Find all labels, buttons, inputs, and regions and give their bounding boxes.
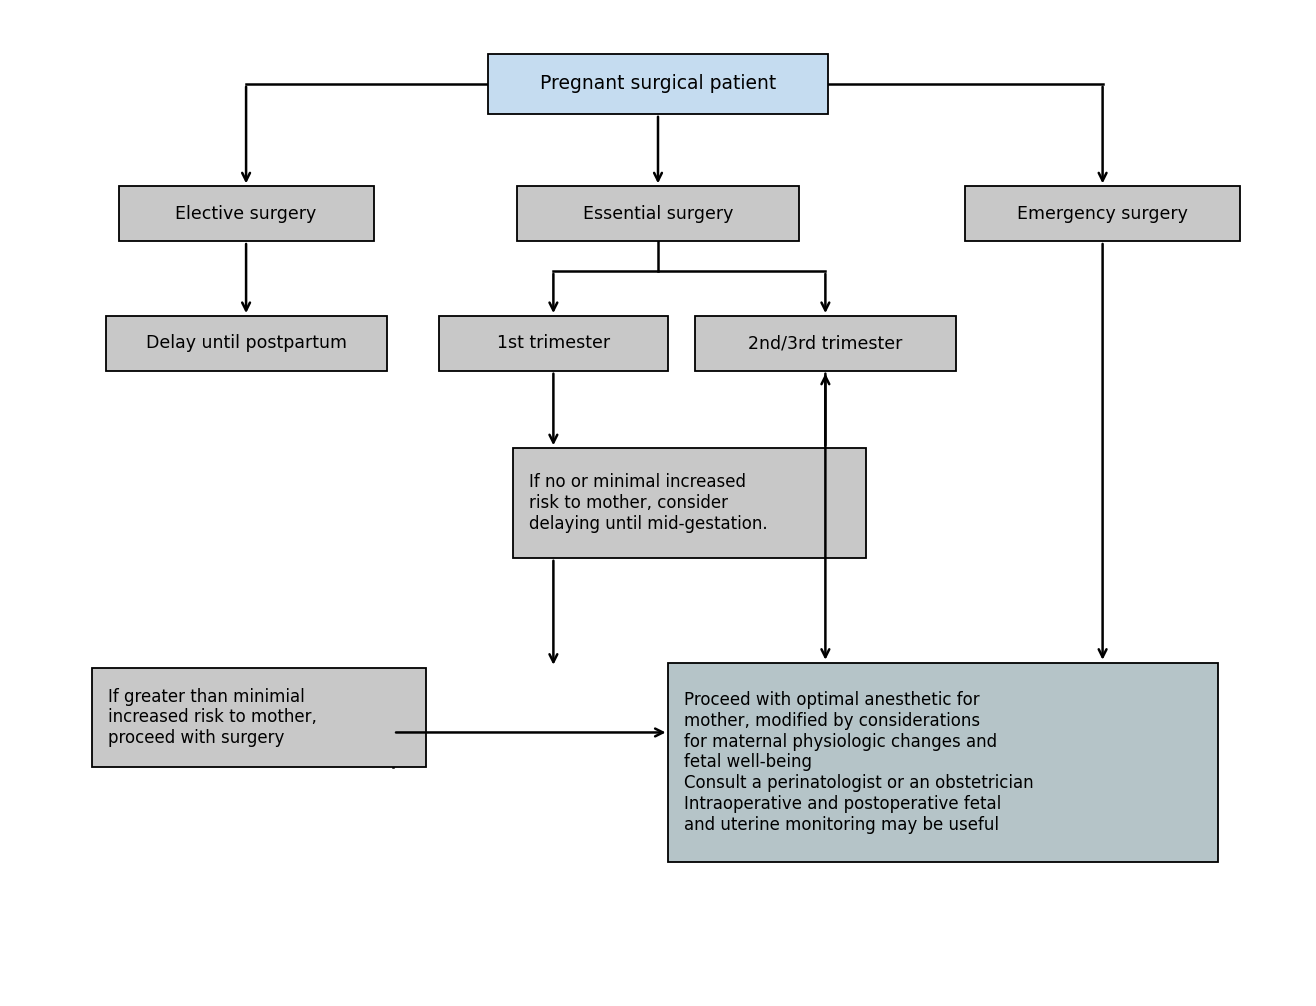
FancyBboxPatch shape bbox=[488, 54, 828, 114]
Text: 2nd/3rd trimester: 2nd/3rd trimester bbox=[749, 334, 903, 352]
FancyBboxPatch shape bbox=[695, 316, 957, 371]
Text: Emergency surgery: Emergency surgery bbox=[1017, 204, 1188, 222]
Text: Pregnant surgical patient: Pregnant surgical patient bbox=[540, 74, 776, 94]
Text: Delay until postpartum: Delay until postpartum bbox=[146, 334, 346, 352]
Text: Elective surgery: Elective surgery bbox=[175, 204, 317, 222]
FancyBboxPatch shape bbox=[513, 448, 866, 558]
Text: If no or minimal increased
risk to mother, consider
delaying until mid-gestation: If no or minimal increased risk to mothe… bbox=[529, 473, 767, 533]
FancyBboxPatch shape bbox=[92, 668, 426, 768]
FancyBboxPatch shape bbox=[440, 316, 667, 371]
Text: If greater than minimial
increased risk to mother,
proceed with surgery: If greater than minimial increased risk … bbox=[108, 688, 317, 747]
FancyBboxPatch shape bbox=[517, 186, 799, 241]
Text: 1st trimester: 1st trimester bbox=[497, 334, 609, 352]
FancyBboxPatch shape bbox=[105, 316, 387, 371]
Text: Essential surgery: Essential surgery bbox=[583, 204, 733, 222]
Text: Proceed with optimal anesthetic for
mother, modified by considerations
for mater: Proceed with optimal anesthetic for moth… bbox=[684, 691, 1034, 834]
FancyBboxPatch shape bbox=[966, 186, 1240, 241]
FancyBboxPatch shape bbox=[669, 663, 1217, 862]
FancyBboxPatch shape bbox=[118, 186, 374, 241]
